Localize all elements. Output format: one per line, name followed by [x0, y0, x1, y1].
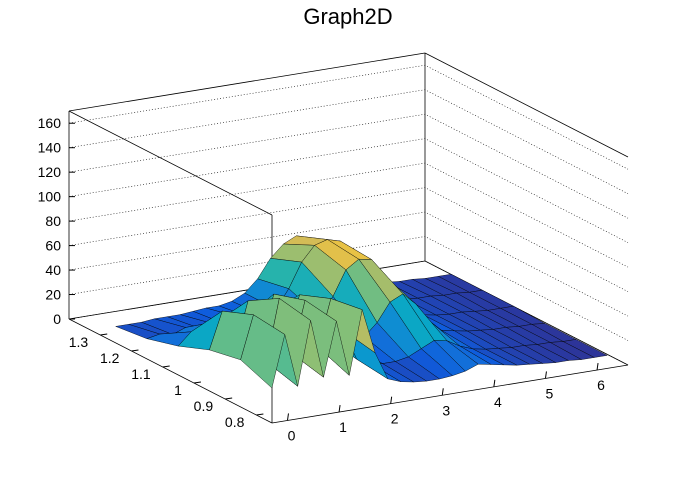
z-tick-label: 20 [45, 287, 61, 303]
x-tick [338, 405, 341, 413]
y-tick-label: 0.8 [225, 414, 245, 430]
grid-line [68, 260, 629, 366]
z-tick-label: 120 [38, 164, 62, 180]
x-tick-label: 3 [442, 402, 450, 418]
x-tick [544, 371, 547, 379]
x-tick [493, 379, 496, 387]
axis-line [68, 318, 273, 424]
grid-line [68, 162, 629, 268]
axis-line [68, 52, 426, 112]
x-tick [596, 362, 599, 371]
y-tick [162, 365, 170, 368]
x-tick-label: 6 [597, 377, 605, 393]
x-tick-label: 1 [339, 419, 347, 435]
grid-line [68, 187, 629, 292]
x-tick-label: 2 [391, 411, 399, 427]
z-tick-label: 60 [45, 238, 61, 254]
x-tick-label: 0 [288, 427, 296, 443]
x-tick-label: 5 [546, 385, 554, 401]
y-tick [131, 349, 139, 352]
y-tick-label: 1.1 [131, 366, 151, 382]
chart-title: Graph2D [303, 4, 392, 29]
z-tick-label: 160 [38, 115, 62, 131]
x-tick-label: 4 [494, 394, 502, 410]
y-tick-label: 1.2 [100, 350, 120, 366]
y-tick [256, 413, 264, 416]
z-tick-label: 140 [38, 140, 62, 156]
grid-line [68, 113, 629, 219]
grid-line [68, 64, 629, 170]
grid-line [68, 236, 629, 341]
x-tick [390, 396, 393, 404]
z-tick-label: 100 [38, 189, 62, 205]
x-tick [286, 413, 289, 421]
grid-line [68, 138, 629, 243]
y-tick [193, 381, 201, 384]
grid-line [68, 89, 629, 194]
y-tick [100, 333, 108, 336]
surface-cell [240, 314, 286, 389]
z-tick-label: 80 [45, 213, 61, 229]
axis-line [424, 52, 629, 158]
y-tick-label: 1.3 [69, 334, 89, 350]
y-tick [225, 397, 233, 400]
axis-line [68, 110, 273, 216]
grid-line [68, 211, 629, 317]
axis-line [271, 364, 629, 424]
z-tick-label: 40 [45, 262, 61, 278]
z-tick-label: 0 [53, 311, 61, 327]
y-tick-label: 0.9 [194, 398, 214, 414]
y-tick-label: 1 [174, 382, 182, 398]
x-tick [441, 388, 444, 396]
